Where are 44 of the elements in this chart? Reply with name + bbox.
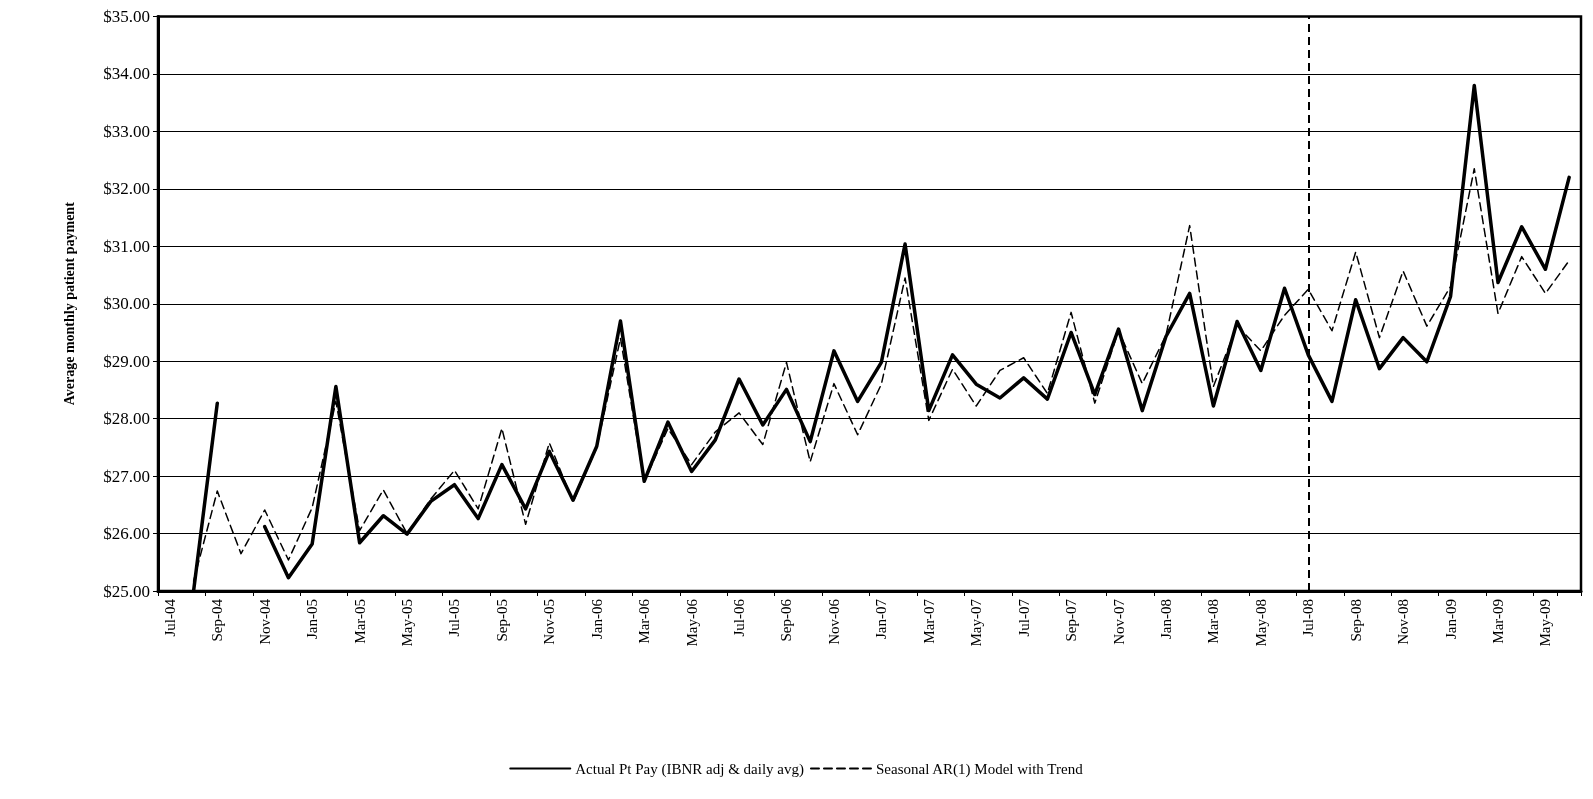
x-tick-label: Nov-06 <box>825 598 842 645</box>
y-tick-label: $25.00 <box>103 581 150 601</box>
x-tick-label: Jul-07 <box>1015 598 1032 637</box>
x-tick-label: Mar-05 <box>351 599 368 644</box>
y-axis-title: Average monthly patient payment <box>61 201 77 406</box>
x-tick-label: Jan-08 <box>1157 599 1174 639</box>
x-tick-label: Nov-05 <box>541 599 558 645</box>
y-tick-label: $29.00 <box>103 351 150 371</box>
y-tick-label: $33.00 <box>103 121 150 141</box>
x-tick-label: Jul-08 <box>1300 599 1317 637</box>
legend-label: Actual Pt Pay (IBNR adj & daily avg) <box>575 760 804 778</box>
y-tick-label: $26.00 <box>103 524 150 544</box>
x-tick-label: Jul-06 <box>731 598 748 637</box>
x-tick-label: Sep-05 <box>493 599 510 642</box>
y-tick-label: $35.00 <box>103 7 150 26</box>
x-tick-label: May-09 <box>1537 599 1554 647</box>
x-tick-label: Sep-08 <box>1347 599 1364 642</box>
x-tick-label: Jan-05 <box>304 599 321 639</box>
x-tick-label: May-07 <box>968 598 985 647</box>
y-tick-label: $30.00 <box>103 294 150 314</box>
x-tick-label: May-08 <box>1252 599 1269 647</box>
x-tick-label: Nov-08 <box>1395 599 1412 645</box>
x-tick-label: Nov-07 <box>1110 598 1127 645</box>
y-tick-label: $31.00 <box>103 236 150 256</box>
y-tick-label: $34.00 <box>103 64 150 84</box>
x-tick-label: Sep-04 <box>209 598 226 642</box>
x-tick-label: Jan-07 <box>873 598 890 639</box>
x-tick-label: Nov-04 <box>256 598 273 645</box>
x-tick-label: May-06 <box>683 598 700 647</box>
x-tick-label: Jan-09 <box>1442 599 1459 639</box>
x-tick-label: Mar-09 <box>1489 599 1506 644</box>
x-tick-label: Mar-06 <box>636 598 653 644</box>
y-tick-label: $32.00 <box>103 179 150 199</box>
legend-label: Seasonal AR(1) Model with Trend <box>875 760 1084 778</box>
x-tick-label: May-05 <box>399 599 416 647</box>
x-tick-label: Sep-06 <box>778 598 795 642</box>
x-tick-label: Jan-06 <box>588 598 605 639</box>
x-tick-label: Jul-05 <box>446 599 463 637</box>
x-tick-label: Mar-07 <box>920 598 937 644</box>
x-tick-label: Sep-07 <box>1063 598 1080 642</box>
y-tick-label: $27.00 <box>103 466 150 486</box>
x-tick-label: Mar-08 <box>1205 599 1222 644</box>
y-tick-label: $28.00 <box>103 409 150 429</box>
x-tick-label: Jul-04 <box>161 598 178 637</box>
